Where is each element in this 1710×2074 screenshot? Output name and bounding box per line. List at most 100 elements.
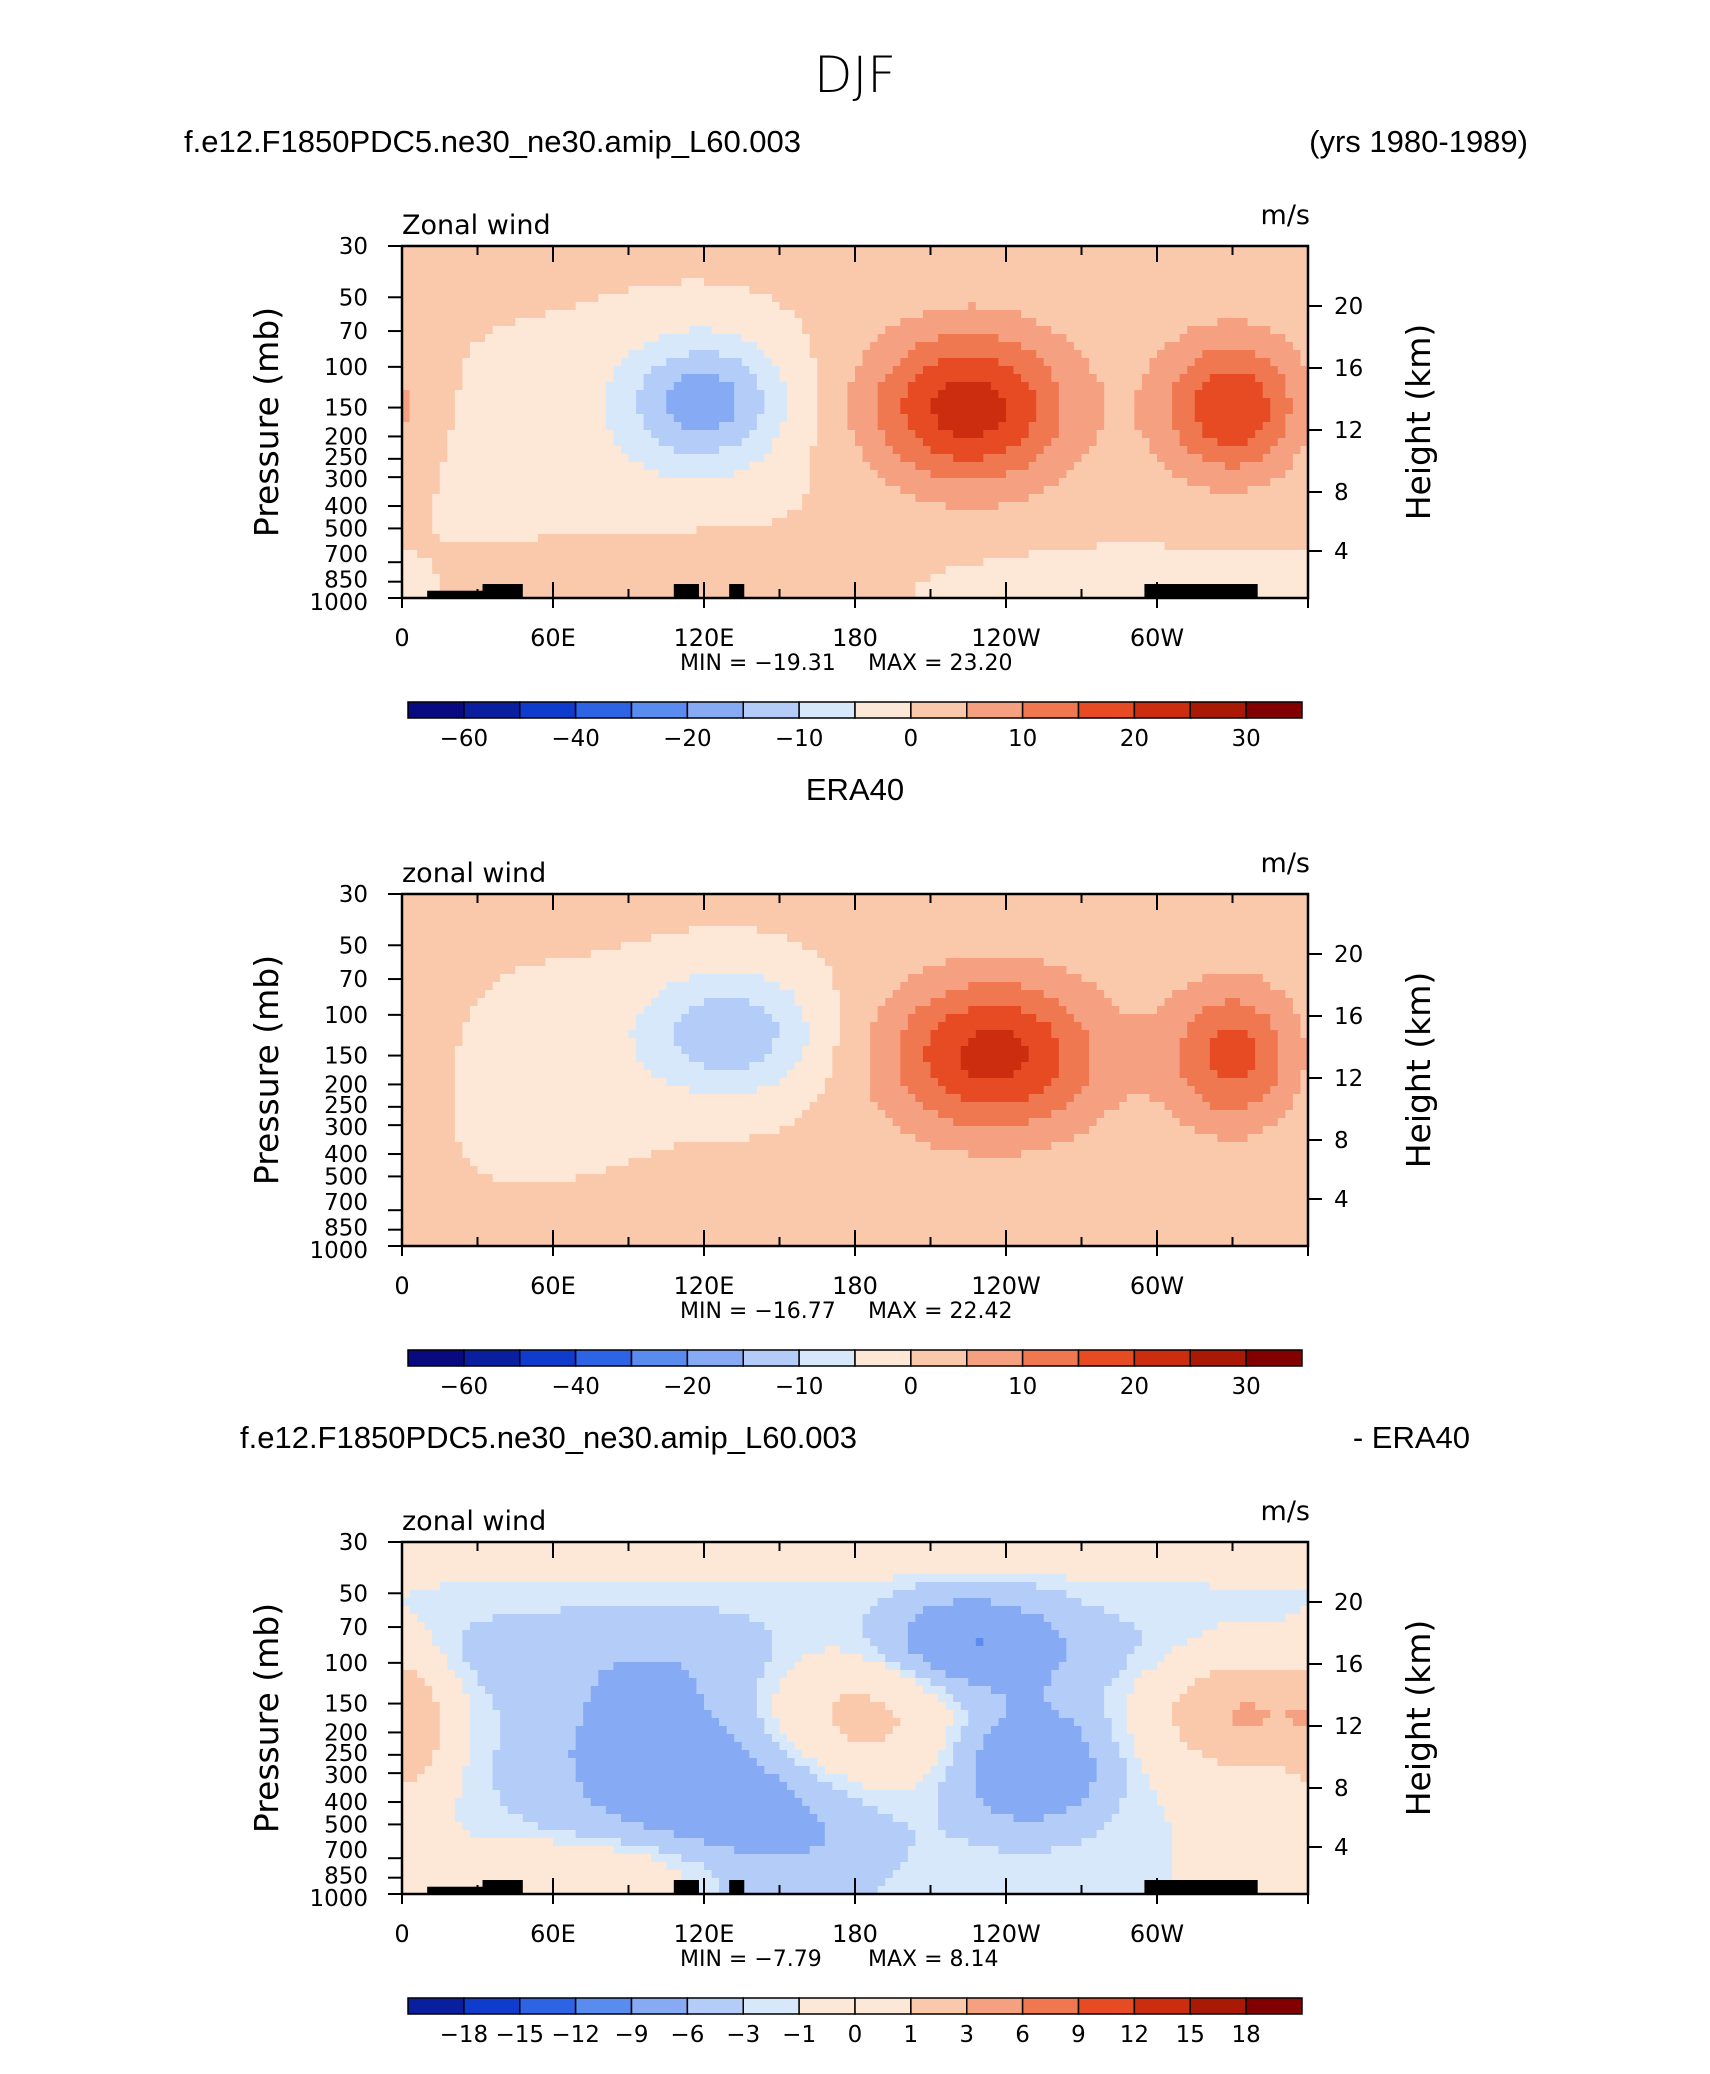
- contour-cell: [945, 1734, 962, 1743]
- contour-cell: [930, 1142, 1052, 1151]
- contour-cell: [839, 1726, 894, 1735]
- contour-cell: [469, 1758, 494, 1767]
- colorbar-swatch: [1245, 1349, 1303, 1367]
- contour-cell: [469, 1742, 501, 1751]
- contour-cell: [960, 1054, 1030, 1063]
- contour-cell: [907, 382, 947, 391]
- contour-cell: [877, 1646, 909, 1655]
- contour-cell: [922, 1054, 962, 1063]
- panel-title-right: - ERA40: [1353, 1420, 1470, 1455]
- contour-cell: [628, 454, 765, 463]
- contour-cell: [975, 1774, 1098, 1783]
- contour-cell: [915, 1094, 962, 1103]
- contour-cell: [719, 1886, 879, 1895]
- colorbar-swatch: [686, 701, 744, 719]
- colorbar-swatch: [686, 1349, 744, 1367]
- contour-cell: [1104, 390, 1135, 399]
- contour-cell: [1111, 1814, 1166, 1823]
- contour-cell: [968, 1678, 1052, 1687]
- terrain-block: [482, 584, 523, 598]
- contour-cell: [462, 1654, 773, 1663]
- y-tick-label: 250: [324, 1093, 368, 1119]
- contour-cell: [681, 1046, 773, 1055]
- contour-cell: [402, 1582, 441, 1591]
- contour-cell: [907, 1086, 947, 1095]
- contour-cell: [402, 366, 463, 375]
- contour-cell: [1262, 1126, 1309, 1135]
- terrain-block: [673, 584, 699, 598]
- contour-cell: [628, 350, 690, 359]
- contour-cell: [1066, 1590, 1309, 1599]
- contour-cell: [402, 574, 441, 583]
- contour-cell: [794, 1118, 894, 1127]
- contour-cell: [1270, 1710, 1286, 1719]
- contour-cell: [454, 1798, 501, 1807]
- contour-cell: [915, 582, 1309, 591]
- contour-cell: [1300, 1070, 1309, 1079]
- contour-cell: [719, 1606, 871, 1615]
- contour-cell: [1179, 374, 1211, 383]
- contour-cell: [809, 1806, 879, 1815]
- variable-label: zonal wind: [402, 858, 546, 889]
- contour-cell: [809, 334, 879, 343]
- contour-cell: [877, 422, 909, 431]
- contour-cell: [847, 1734, 886, 1743]
- contour-cell: [1058, 422, 1105, 431]
- contour-cell: [454, 1094, 818, 1103]
- contour-cell: [915, 1838, 969, 1847]
- contour-cell: [885, 1654, 924, 1663]
- contour-cell: [432, 526, 698, 535]
- contour-cell: [432, 1638, 463, 1647]
- contour-cell: [975, 1750, 1090, 1759]
- contour-cell: [1104, 398, 1135, 407]
- contour-cell: [847, 414, 879, 423]
- contour-cell: [500, 1798, 592, 1807]
- x-tick-label: 0: [394, 1920, 409, 1948]
- contour-cell: [537, 1822, 645, 1831]
- contour-cell: [922, 1774, 947, 1783]
- contour-cell: [719, 422, 758, 431]
- y-tick-label: 100: [324, 1651, 368, 1677]
- contour-cell: [877, 1806, 939, 1815]
- contour-cell: [1104, 1694, 1128, 1703]
- contour-cell: [1217, 318, 1249, 327]
- contour-cell: [862, 454, 901, 463]
- contour-cell: [469, 1622, 765, 1631]
- contour-cell: [1096, 1766, 1128, 1775]
- contour-cell: [983, 1742, 1090, 1751]
- contour-cell: [402, 1662, 448, 1671]
- contour-cell: [862, 358, 901, 367]
- contour-cell: [764, 974, 833, 983]
- contour-cell: [402, 1062, 456, 1071]
- contour-cell: [454, 390, 607, 399]
- contour-cell: [907, 1646, 1067, 1655]
- colorbar-label: −60: [440, 726, 489, 752]
- contour-cell: [1006, 446, 1045, 455]
- contour-cell: [794, 310, 924, 319]
- contour-cell: [1194, 358, 1271, 367]
- contour-cell: [1089, 1742, 1120, 1751]
- contour-cell: [968, 1718, 1000, 1727]
- contour-cell: [598, 1670, 690, 1679]
- contour-cell: [454, 1102, 811, 1111]
- y-tick-label: 400: [324, 1790, 368, 1816]
- contour-cell: [613, 438, 660, 447]
- terrain-mask: [427, 1880, 1258, 1894]
- contour-cell: [492, 1774, 577, 1783]
- contour-cell: [802, 1750, 939, 1759]
- contour-cell: [1164, 1654, 1309, 1663]
- contour-cell: [1172, 414, 1196, 423]
- colorbar-label: −15: [495, 2022, 544, 2048]
- contour-cell: [643, 1822, 826, 1831]
- contour-cell: [1292, 406, 1309, 415]
- contour-cell: [500, 1742, 577, 1751]
- contour-cell: [1187, 982, 1271, 991]
- contour-cell: [1255, 1062, 1279, 1071]
- contour-cell: [1262, 382, 1286, 391]
- x-tick-label: 60E: [530, 1920, 576, 1948]
- contour-cell: [975, 1766, 1098, 1775]
- contour-cell: [402, 462, 441, 471]
- contour-cell: [809, 462, 871, 471]
- colorbar-swatch: [1189, 1349, 1247, 1367]
- panel-model: f.e12.F1850PDC5.ne30_ne30.amip_L60.003 (y…: [184, 124, 1528, 752]
